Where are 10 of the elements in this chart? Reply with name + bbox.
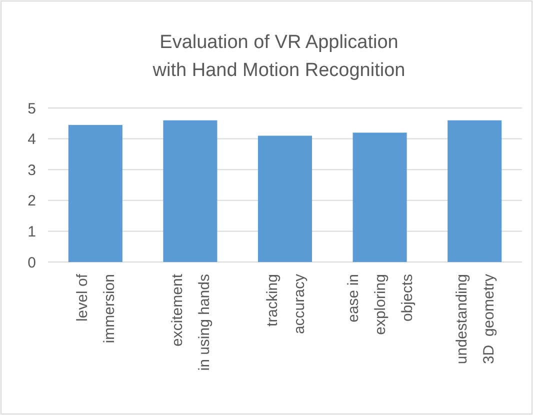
x-tick-label: ease in exploring objects <box>345 274 416 335</box>
y-tick-label: 2 <box>28 192 36 210</box>
x-tick-label: level of immersion <box>74 273 118 344</box>
y-tick-label: 3 <box>28 162 36 179</box>
y-tick-label: 0 <box>28 254 36 272</box>
y-tick-label: 4 <box>28 131 36 148</box>
y-tick-label: 1 <box>28 223 36 240</box>
y-tick-label: 5 <box>28 100 36 118</box>
x-tick-label: tracking accuracy <box>264 274 308 334</box>
chart-title: Evaluation of VR Application with Hand Motion Recognition <box>152 32 406 81</box>
